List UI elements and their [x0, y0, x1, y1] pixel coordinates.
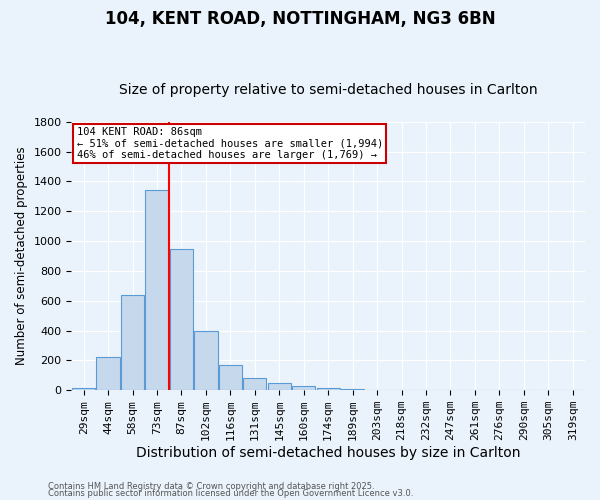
Bar: [219, 365, 242, 390]
Bar: [97, 356, 120, 390]
Bar: [121, 295, 144, 390]
Bar: [317, 388, 340, 390]
Bar: [170, 248, 193, 390]
Bar: [145, 190, 169, 390]
Text: Contains public sector information licensed under the Open Government Licence v3: Contains public sector information licen…: [48, 489, 413, 498]
X-axis label: Distribution of semi-detached houses by size in Carlton: Distribution of semi-detached houses by …: [136, 446, 520, 460]
Bar: [72, 388, 95, 390]
Text: Contains HM Land Registry data © Crown copyright and database right 2025.: Contains HM Land Registry data © Crown c…: [48, 482, 374, 491]
Y-axis label: Number of semi-detached properties: Number of semi-detached properties: [15, 146, 28, 366]
Text: 104, KENT ROAD, NOTTINGHAM, NG3 6BN: 104, KENT ROAD, NOTTINGHAM, NG3 6BN: [104, 10, 496, 28]
Bar: [292, 386, 316, 390]
Title: Size of property relative to semi-detached houses in Carlton: Size of property relative to semi-detach…: [119, 83, 538, 97]
Bar: [268, 383, 291, 390]
Bar: [243, 378, 266, 390]
Bar: [194, 332, 218, 390]
Text: 104 KENT ROAD: 86sqm
← 51% of semi-detached houses are smaller (1,994)
46% of se: 104 KENT ROAD: 86sqm ← 51% of semi-detac…: [77, 127, 383, 160]
